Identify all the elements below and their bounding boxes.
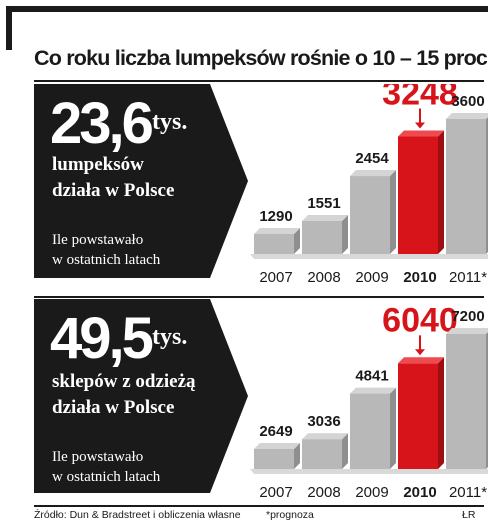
- bar-side: [342, 215, 348, 254]
- value-label: 1290: [259, 208, 292, 225]
- headline: Co roku liczba lumpeksów rośnie o 10 – 1…: [34, 46, 488, 70]
- chart-panel-lumpeksy: 1290 2007 1551 2008 2454 2009 3248 2010 3600 2011…: [34, 84, 488, 294]
- forecast-note: *prognoza: [266, 509, 314, 521]
- category-label: 2008: [307, 269, 340, 286]
- bar: [446, 119, 486, 254]
- divider-bottom: [34, 505, 484, 507]
- value-label: 2649: [259, 423, 292, 440]
- bar-top: [302, 215, 348, 222]
- note-line-1: Ile powstawało: [52, 449, 144, 465]
- bar: [350, 176, 390, 254]
- bar-side: [390, 170, 396, 254]
- summary-value: 49,5: [50, 306, 154, 371]
- divider-middle: [34, 296, 484, 298]
- author-initials: ŁR: [462, 509, 476, 521]
- value-label: 2454: [355, 150, 389, 167]
- note-line-2: w ostatnich latach: [52, 469, 161, 485]
- description-line-1: lumpeksów: [52, 154, 144, 175]
- category-label: 2010: [403, 269, 436, 286]
- divider-top: [34, 80, 484, 82]
- summary-unit: tys.: [152, 324, 188, 350]
- summary-unit: tys.: [152, 109, 188, 135]
- arrow-head: [415, 122, 425, 129]
- description-line-2: działa w Polsce: [52, 180, 175, 201]
- value-label: 3036: [307, 413, 340, 430]
- chart-svg: 1290 2007 1551 2008 2454 2009 3248 2010 3600 2011…: [34, 84, 488, 286]
- bar-side: [390, 387, 396, 469]
- category-label: 2007: [259, 484, 292, 501]
- chart-baseline: [250, 254, 488, 259]
- summary-value: 23,6: [50, 91, 154, 156]
- source-note: Źródło: Dun & Bradstreet i obliczenia wł…: [34, 509, 241, 521]
- value-label: 7200: [451, 308, 484, 325]
- value-label: 4841: [355, 368, 388, 385]
- summary-box: [34, 299, 248, 493]
- bar-top: [398, 357, 444, 364]
- bar-side: [438, 130, 444, 254]
- arrow-head: [415, 349, 425, 356]
- bar-side: [438, 357, 444, 469]
- summary-box: [34, 84, 248, 278]
- category-label: 2010: [403, 484, 436, 501]
- bar-side: [294, 228, 300, 254]
- bar-top: [446, 113, 488, 119]
- category-label: 2007: [259, 269, 292, 286]
- bar-top: [350, 387, 396, 394]
- value-label: 6040: [382, 301, 458, 339]
- bar-top: [446, 328, 488, 334]
- chart-panel-sklepy: 2649 2007 3036 2008 4841 2009 6040 2010 7200 2011…: [34, 299, 488, 509]
- bar-top: [398, 130, 444, 137]
- bar-side: [342, 433, 348, 469]
- description-line-2: działa w Polsce: [52, 397, 175, 418]
- bar-top: [254, 228, 300, 234]
- bar-top: [302, 433, 348, 440]
- category-label: 2011*: [449, 484, 487, 501]
- category-label: 2009: [355, 269, 388, 286]
- category-label: 2009: [355, 484, 388, 501]
- bar: [398, 136, 438, 254]
- category-label: 2011*: [449, 269, 487, 286]
- bar: [398, 363, 438, 469]
- bar-top: [350, 170, 396, 177]
- bar-side: [294, 443, 300, 469]
- bar: [350, 393, 390, 469]
- frame-left-bar: [6, 6, 12, 50]
- bar-top: [254, 443, 300, 449]
- note-line-2: w ostatnich latach: [52, 252, 161, 268]
- bar: [254, 234, 294, 254]
- category-label: 2008: [307, 484, 340, 501]
- bar: [254, 449, 294, 469]
- bar: [446, 334, 486, 469]
- chart-svg: 2649 2007 3036 2008 4841 2009 6040 2010 7200 2011…: [34, 299, 488, 501]
- bar: [302, 439, 342, 469]
- value-label: 3248: [382, 84, 458, 113]
- note-line-1: Ile powstawało: [52, 232, 144, 248]
- frame-top-bar: [6, 6, 488, 12]
- description-line-1: sklepów z odzieżą: [52, 371, 196, 392]
- value-label: 1551: [307, 195, 340, 212]
- chart-baseline: [250, 469, 488, 474]
- value-label: 3600: [451, 93, 484, 110]
- bar: [302, 221, 342, 254]
